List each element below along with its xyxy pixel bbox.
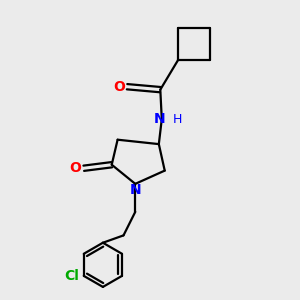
Text: H: H (172, 112, 182, 126)
Text: Cl: Cl (64, 269, 79, 283)
Text: N: N (130, 183, 141, 197)
Text: N: N (154, 112, 165, 126)
Text: O: O (70, 161, 81, 175)
Text: O: O (113, 80, 125, 94)
